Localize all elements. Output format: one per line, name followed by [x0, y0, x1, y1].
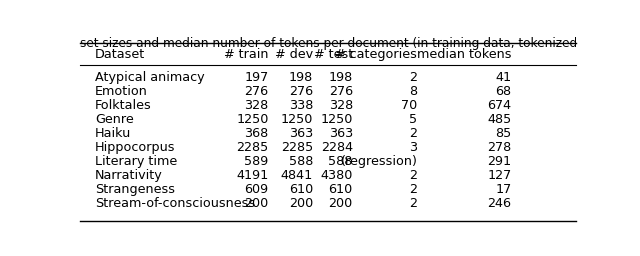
Text: 1250: 1250 — [321, 113, 353, 126]
Text: Dataset: Dataset — [95, 48, 145, 61]
Text: 2: 2 — [410, 71, 417, 84]
Text: 4380: 4380 — [321, 169, 353, 182]
Text: # test: # test — [314, 48, 353, 61]
Text: Haiku: Haiku — [95, 127, 131, 140]
Text: 2: 2 — [410, 127, 417, 140]
Text: 1250: 1250 — [281, 113, 313, 126]
Text: 8: 8 — [409, 85, 417, 98]
Text: 17: 17 — [495, 183, 511, 196]
Text: Hippocorpus: Hippocorpus — [95, 141, 175, 154]
Text: 246: 246 — [488, 197, 511, 210]
Text: 276: 276 — [244, 85, 269, 98]
Text: 674: 674 — [488, 99, 511, 112]
Text: 4191: 4191 — [236, 169, 269, 182]
Text: 70: 70 — [401, 99, 417, 112]
Text: 2: 2 — [410, 197, 417, 210]
Text: 610: 610 — [289, 183, 313, 196]
Text: 68: 68 — [495, 85, 511, 98]
Text: 2: 2 — [410, 183, 417, 196]
Text: 200: 200 — [289, 197, 313, 210]
Text: 276: 276 — [289, 85, 313, 98]
Text: 485: 485 — [487, 113, 511, 126]
Text: 127: 127 — [487, 169, 511, 182]
Text: 363: 363 — [328, 127, 353, 140]
Text: Atypical animacy: Atypical animacy — [95, 71, 205, 84]
Text: 2: 2 — [410, 169, 417, 182]
Text: 198: 198 — [328, 71, 353, 84]
Text: 278: 278 — [487, 141, 511, 154]
Text: 3: 3 — [409, 141, 417, 154]
Text: 589: 589 — [244, 155, 269, 168]
Text: set sizes and median number of tokens per document (in training data, tokenized : set sizes and median number of tokens pe… — [80, 37, 640, 50]
Text: 4841: 4841 — [281, 169, 313, 182]
Text: 41: 41 — [495, 71, 511, 84]
Text: 609: 609 — [244, 183, 269, 196]
Text: 291: 291 — [488, 155, 511, 168]
Text: Literary time: Literary time — [95, 155, 177, 168]
Text: 2284: 2284 — [321, 141, 353, 154]
Text: 328: 328 — [328, 99, 353, 112]
Text: 363: 363 — [289, 127, 313, 140]
Text: # train: # train — [224, 48, 269, 61]
Text: # dev: # dev — [275, 48, 313, 61]
Text: Genre: Genre — [95, 113, 134, 126]
Text: (regression): (regression) — [340, 155, 417, 168]
Text: 338: 338 — [289, 99, 313, 112]
Text: Folktales: Folktales — [95, 99, 152, 112]
Text: Strangeness: Strangeness — [95, 183, 175, 196]
Text: # categories: # categories — [335, 48, 417, 61]
Text: 197: 197 — [244, 71, 269, 84]
Text: 276: 276 — [329, 85, 353, 98]
Text: 2285: 2285 — [236, 141, 269, 154]
Text: Narrativity: Narrativity — [95, 169, 163, 182]
Text: 1250: 1250 — [236, 113, 269, 126]
Text: 588: 588 — [328, 155, 353, 168]
Text: 5: 5 — [409, 113, 417, 126]
Text: 200: 200 — [328, 197, 353, 210]
Text: 198: 198 — [289, 71, 313, 84]
Text: 588: 588 — [289, 155, 313, 168]
Text: 610: 610 — [328, 183, 353, 196]
Text: 85: 85 — [495, 127, 511, 140]
Text: 328: 328 — [244, 99, 269, 112]
Text: median tokens: median tokens — [417, 48, 511, 61]
Text: 368: 368 — [244, 127, 269, 140]
Text: Emotion: Emotion — [95, 85, 148, 98]
Text: 2285: 2285 — [281, 141, 313, 154]
Text: Stream-of-consciousness: Stream-of-consciousness — [95, 197, 255, 210]
Text: 200: 200 — [244, 197, 269, 210]
